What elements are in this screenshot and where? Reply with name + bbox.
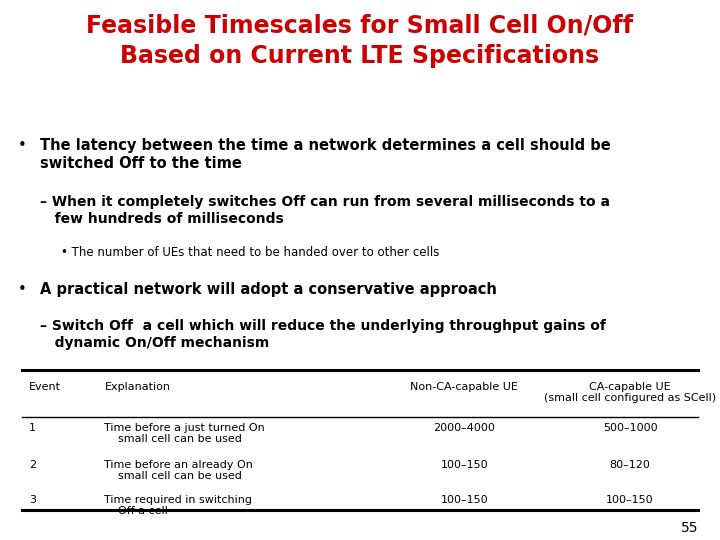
Text: Time required in switching
    Off a cell: Time required in switching Off a cell (104, 495, 253, 516)
Text: •: • (18, 138, 27, 153)
Text: Non-CA-capable UE: Non-CA-capable UE (410, 382, 518, 392)
Text: 55: 55 (681, 521, 698, 535)
Text: 100–150: 100–150 (441, 460, 488, 470)
Text: 2000–4000: 2000–4000 (433, 423, 495, 433)
Text: 80–120: 80–120 (610, 460, 650, 470)
Text: 1: 1 (29, 423, 36, 433)
Text: A practical network will adopt a conservative approach: A practical network will adopt a conserv… (40, 282, 497, 298)
Text: 100–150: 100–150 (606, 495, 654, 505)
Text: 100–150: 100–150 (441, 495, 488, 505)
Text: – Switch Off  a cell which will reduce the underlying throughput gains of
   dyn: – Switch Off a cell which will reduce th… (40, 319, 606, 350)
Text: 2: 2 (29, 460, 36, 470)
Text: The latency between the time a network determines a cell should be
switched Off : The latency between the time a network d… (40, 138, 611, 171)
Text: CA-capable UE
(small cell configured as SCell): CA-capable UE (small cell configured as … (544, 382, 716, 403)
Text: Event: Event (29, 382, 60, 392)
Text: • The number of UEs that need to be handed over to other cells: • The number of UEs that need to be hand… (61, 246, 440, 259)
Text: Explanation: Explanation (104, 382, 171, 392)
Text: 3: 3 (29, 495, 36, 505)
Text: 500–1000: 500–1000 (603, 423, 657, 433)
Text: – When it completely switches Off can run from several milliseconds to a
   few : – When it completely switches Off can ru… (40, 195, 610, 226)
Text: Time before an already On
    small cell can be used: Time before an already On small cell can… (104, 460, 253, 481)
Text: Feasible Timescales for Small Cell On/Off
Based on Current LTE Specifications: Feasible Timescales for Small Cell On/Of… (86, 14, 634, 68)
Text: •: • (18, 282, 27, 298)
Text: Time before a just turned On
    small cell can be used: Time before a just turned On small cell … (104, 423, 265, 444)
